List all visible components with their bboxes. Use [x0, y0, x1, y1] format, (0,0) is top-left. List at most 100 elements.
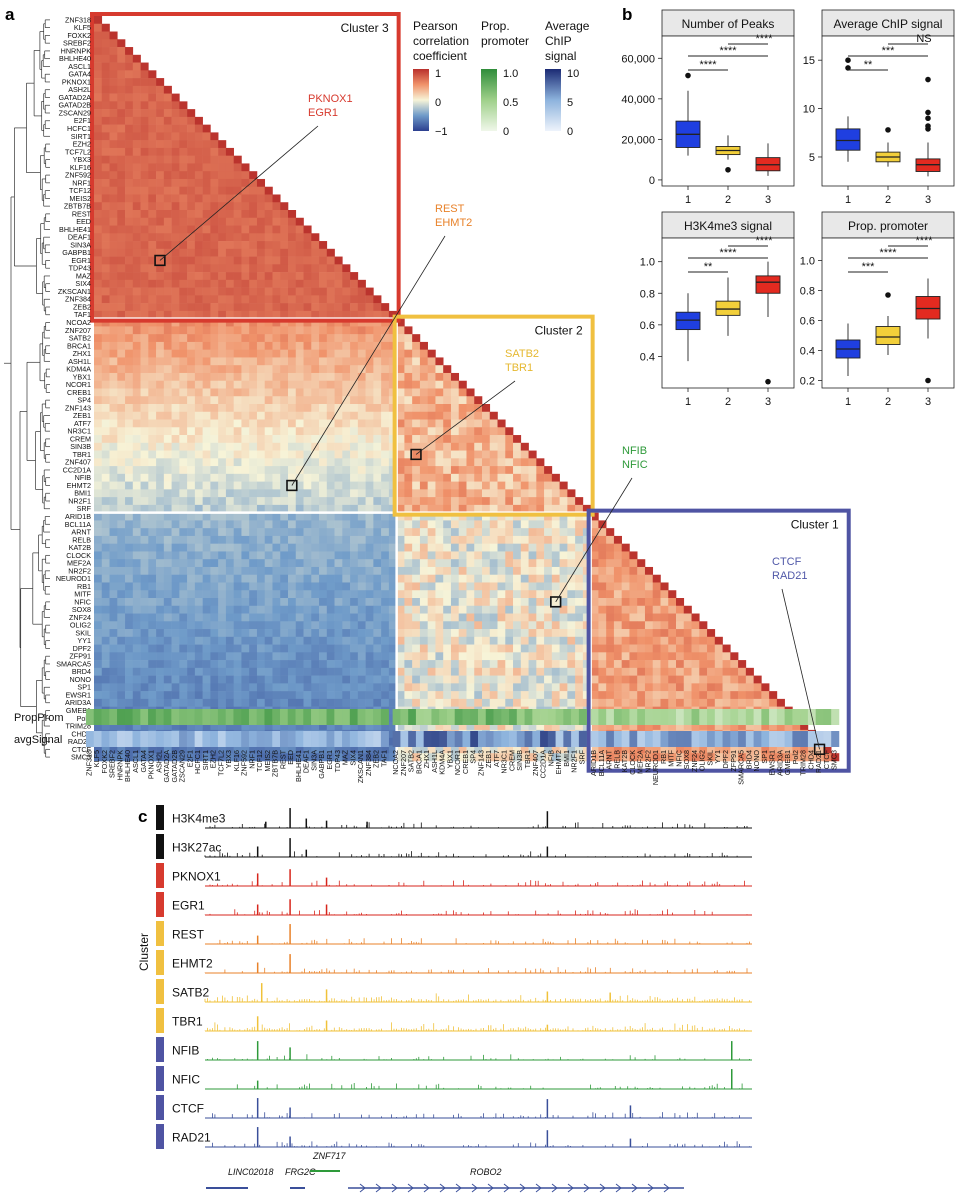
heatmap-cell	[218, 497, 227, 506]
heatmap-cell	[419, 411, 428, 420]
heatmap-cell	[94, 140, 103, 149]
heatmap-cell	[738, 675, 747, 684]
heatmap-cell	[218, 504, 227, 513]
heatmap-cell	[256, 652, 266, 661]
heatmap-cell	[280, 605, 289, 614]
heatmap-cell	[419, 590, 428, 599]
heatmap-cell	[171, 202, 180, 211]
heatmap-cell	[272, 248, 281, 257]
heatmap-cell	[241, 605, 250, 614]
heatmap-cell	[613, 652, 622, 661]
heatmap-cell	[350, 310, 359, 319]
heatmap-cell	[326, 473, 335, 482]
heatmap-cell	[319, 613, 328, 622]
heatmap-cell	[388, 698, 397, 707]
heatmap-cell	[761, 698, 770, 707]
heatmap-cell	[637, 636, 646, 645]
heatmap-cell	[163, 675, 172, 684]
heatmap-cell	[334, 605, 343, 614]
heatmap-cell	[357, 590, 366, 599]
heatmap-cell	[528, 691, 537, 700]
heatmap-cell	[101, 70, 110, 79]
heatmap-cell	[280, 582, 289, 591]
heatmap-cell	[194, 178, 203, 188]
heatmap-cell	[233, 341, 242, 350]
heatmap-cell	[94, 520, 103, 529]
heatmap-cell	[668, 629, 677, 638]
heatmap-cell	[156, 295, 165, 304]
heatmap-cell	[140, 101, 149, 110]
row-label: BCL11A	[65, 520, 91, 529]
heatmap-cell	[148, 341, 157, 350]
heatmap-cell	[140, 629, 149, 638]
heatmap-cell	[179, 458, 188, 467]
heatmap-cell	[280, 365, 289, 374]
heatmap-cell	[156, 543, 165, 552]
heatmap-cell	[350, 683, 359, 692]
heatmap-cell	[225, 629, 234, 638]
heatmap-cell	[194, 186, 203, 195]
heatmap-cell	[559, 566, 568, 576]
heatmap-cell	[202, 559, 211, 568]
heatmap-cell	[326, 753, 335, 762]
heatmap-cell	[125, 613, 134, 622]
heatmap-cell	[101, 155, 110, 164]
heatmap-cell	[187, 458, 196, 467]
heatmap-cell	[559, 497, 568, 506]
heatmap-cell	[319, 543, 328, 552]
heatmap-cell	[179, 217, 188, 226]
row-label: ASH2L	[68, 85, 91, 94]
heatmap-cell	[264, 753, 273, 762]
heatmap-cell	[264, 194, 273, 203]
heatmap-cell	[163, 404, 172, 413]
heatmap-cell	[334, 341, 343, 350]
heatmap-cell	[140, 217, 149, 226]
heatmap-cell	[652, 667, 661, 676]
heatmap-cell	[357, 287, 366, 296]
heatmap-cell	[295, 272, 304, 281]
row-label: GATAD2A	[59, 93, 92, 102]
heatmap-cell	[233, 698, 242, 707]
heatmap-cell	[132, 287, 141, 296]
heatmap-cell	[288, 272, 297, 281]
heatmap-cell	[288, 334, 297, 343]
heatmap-cell	[474, 543, 483, 552]
heatmap-cell	[241, 194, 250, 203]
heatmap-cell	[132, 101, 141, 110]
heatmap-cell	[404, 528, 413, 537]
heatmap-cell	[187, 341, 196, 350]
heatmap-cell	[125, 248, 134, 257]
heatmap-cell	[179, 303, 188, 312]
heatmap-cell	[249, 442, 258, 451]
heatmap-cell	[427, 753, 436, 762]
heatmap-cell	[295, 574, 304, 583]
heatmap-cell	[256, 566, 266, 576]
heatmap-cell	[233, 357, 242, 366]
heatmap-cell	[528, 528, 537, 537]
heatmap-cell	[381, 753, 390, 762]
heatmap-cell	[156, 334, 165, 343]
heatmap-cell	[264, 683, 273, 692]
heatmap-cell	[187, 365, 196, 374]
heatmap-cell	[342, 543, 351, 552]
heatmap-cell	[419, 419, 428, 428]
heatmap-cell	[109, 326, 118, 335]
heatmap-cell	[233, 512, 242, 521]
heatmap-cell	[233, 667, 242, 676]
heatmap-cell	[505, 473, 514, 482]
heatmap-cell	[295, 248, 304, 257]
heatmap-cell	[520, 574, 529, 583]
heatmap-cell	[140, 644, 149, 653]
heatmap-cell	[528, 504, 537, 513]
heatmap-cell	[513, 450, 522, 459]
heatmap-cell	[435, 512, 444, 521]
heatmap-cell	[194, 644, 203, 653]
heatmap-cell	[319, 605, 328, 614]
heatmap-cell	[567, 489, 576, 498]
heatmap-cell	[101, 396, 110, 405]
heatmap-cell	[241, 365, 250, 374]
heatmap-cell	[280, 372, 289, 382]
heatmap-cell	[233, 427, 242, 436]
heatmap-cell	[187, 178, 196, 188]
row-label: KAT2B	[69, 543, 91, 552]
